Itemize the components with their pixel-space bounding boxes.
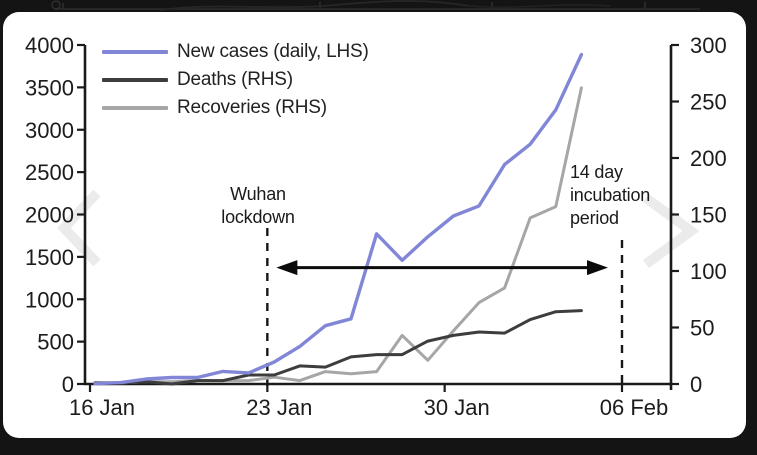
annotation-wuhan-lockdown: Wuhan lockdown [221,184,295,227]
legend-item-recoveries: Recoveries (RHS) [102,94,369,122]
legend-label: New cases (daily, LHS) [177,41,369,62]
prev-image-chevron-icon[interactable] [50,185,106,273]
legend-label: Recoveries (RHS) [177,97,327,118]
annotation-incubation-period: 14 day incubation period [570,162,651,228]
partial-chart-background [51,0,700,11]
chart-legend: New cases (daily, LHS) Deaths (RHS) Reco… [102,38,369,122]
legend-line-swatch [102,50,168,54]
legend-item-new-cases: New cases (daily, LHS) [102,38,369,66]
legend-label: Deaths (RHS) [177,69,293,90]
legend-line-swatch [102,106,168,110]
legend-item-deaths: Deaths (RHS) [102,66,369,94]
legend-line-swatch [102,78,168,82]
